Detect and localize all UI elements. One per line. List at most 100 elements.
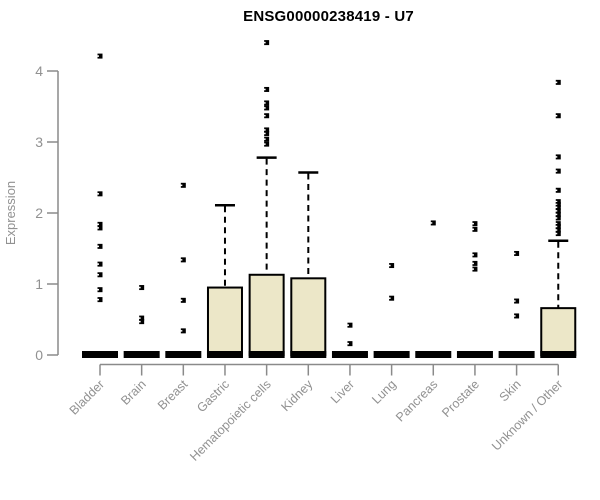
outlier-point-notch: [471, 222, 474, 225]
box-unknown-other: [540, 307, 577, 357]
x-category-label-gastric: Gastric: [194, 377, 232, 415]
outlier-point-notch: [97, 193, 99, 195]
x-category-label-kidney: Kidney: [278, 377, 315, 414]
outlier-point-notch: [97, 274, 99, 276]
outlier-point: [97, 272, 103, 278]
outlier-point-notch: [263, 132, 266, 135]
outlier-point-notch: [346, 324, 349, 326]
outlier-point-notch: [388, 297, 391, 299]
outlier-point-notch: [263, 107, 266, 109]
outlier-point-notch: [180, 259, 183, 261]
outlier-point-notch: [555, 210, 558, 212]
median-bar-prostate: [456, 351, 493, 358]
outlier-point-notch: [263, 88, 266, 91]
x-category-label-prostate: Prostate: [439, 377, 482, 420]
outlier-point: [514, 250, 520, 256]
outlier-point-notch: [263, 114, 266, 117]
outlier-point: [97, 191, 103, 197]
outlier-point: [139, 319, 145, 325]
median-bar-brain: [123, 351, 160, 358]
outlier-point: [472, 221, 478, 227]
outlier-point-notch: [180, 184, 183, 187]
outlier-point-notch: [97, 55, 99, 57]
median-bar-skin: [498, 351, 535, 358]
outlier-point-notch: [555, 213, 558, 216]
x-category-label-pancreas: Pancreas: [393, 377, 440, 424]
outlier-point: [555, 201, 561, 207]
outlier-point: [97, 53, 103, 59]
outlier-point: [264, 141, 270, 147]
outlier-point-notch: [555, 232, 558, 235]
y-tick-label: 3: [35, 134, 43, 150]
outlier-point: [514, 298, 520, 304]
x-category-label-unknown-other: Unknown / Other: [489, 377, 565, 453]
outlier-point-notch: [430, 222, 433, 224]
box-gastric: [206, 286, 243, 356]
outlier-point: [180, 328, 186, 334]
y-tick-label: 1: [35, 276, 43, 292]
outlier-point-notch: [555, 206, 558, 209]
outlier-point: [555, 223, 561, 229]
outlier-point-notch: [97, 223, 99, 226]
outlier-point-notch: [555, 203, 558, 206]
outlier-point: [555, 227, 561, 233]
outlier-point-notch: [555, 81, 558, 84]
outlier-point: [555, 208, 561, 214]
outlier-point-notch: [513, 252, 516, 255]
outlier-point: [555, 187, 561, 193]
outlier-point-notch: [180, 330, 183, 332]
x-category-label-liver: Liver: [328, 377, 357, 406]
median-bar-breast: [165, 351, 202, 358]
median-bar-unknown-other: [540, 351, 577, 358]
outlier-point: [555, 221, 561, 227]
outlier-point: [472, 252, 478, 258]
x-category-label-skin: Skin: [497, 377, 524, 404]
outlier-point-notch: [263, 143, 266, 145]
outlier-point: [139, 315, 145, 321]
outlier-point-notch: [263, 138, 266, 140]
outlier-point-notch: [97, 288, 99, 291]
outlier-point: [555, 79, 561, 85]
outlier-point-notch: [471, 254, 474, 256]
outlier-point-notch: [555, 114, 558, 117]
outlier-point: [97, 225, 103, 231]
outlier-point: [264, 105, 270, 111]
outlier-point-notch: [263, 129, 266, 131]
box-hematopoietic-cells: [248, 273, 285, 356]
outlier-point: [389, 295, 395, 301]
y-tick-label: 0: [35, 347, 43, 363]
outlier-point-notch: [346, 342, 349, 345]
outlier-point: [264, 40, 270, 46]
outlier-point: [472, 260, 478, 266]
outlier-point: [555, 199, 561, 205]
outlier-point-notch: [555, 222, 558, 225]
outlier-point-notch: [513, 315, 516, 317]
outlier-point-notch: [180, 299, 183, 302]
outlier-point: [264, 86, 270, 92]
outlier-point-notch: [513, 300, 516, 302]
outlier-point-notch: [555, 156, 558, 158]
outlier-point-notch: [97, 298, 99, 301]
outlier-point-notch: [555, 189, 558, 192]
outlier-point: [264, 127, 270, 133]
outlier-point: [514, 313, 520, 319]
outlier-point: [555, 231, 561, 237]
outlier-point-notch: [97, 245, 99, 248]
x-category-label-bladder: Bladder: [67, 377, 107, 417]
median-bar-gastric: [206, 351, 243, 358]
outlier-point: [555, 204, 561, 210]
y-tick-label: 4: [35, 63, 43, 79]
outlier-point-notch: [263, 102, 266, 104]
outlier-point-notch: [555, 217, 558, 219]
outlier-point-notch: [471, 262, 474, 265]
outlier-point-notch: [138, 286, 141, 289]
median-bar-liver: [331, 351, 368, 358]
x-category-label-lung: Lung: [369, 377, 399, 407]
outlier-point: [472, 266, 478, 272]
outlier-point: [97, 243, 103, 249]
outlier-point-notch: [555, 229, 558, 231]
outlier-point: [264, 113, 270, 119]
outlier-point: [180, 297, 186, 303]
outlier-point: [264, 136, 270, 142]
outlier-point-notch: [97, 227, 99, 229]
